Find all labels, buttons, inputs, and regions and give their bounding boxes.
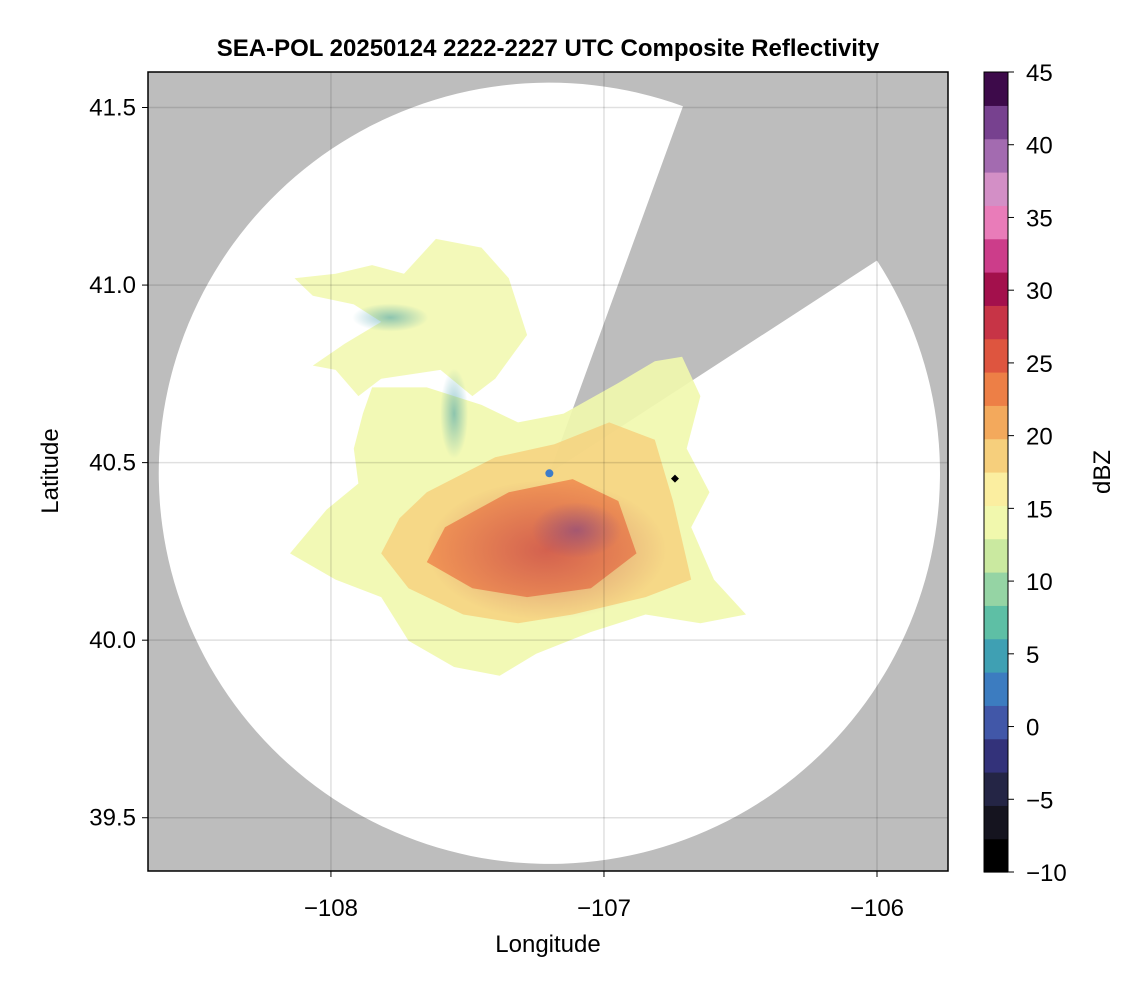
colorbar-swatch (984, 738, 1008, 773)
colorbar-frame (983, 71, 1009, 873)
colorbar-swatch (984, 605, 1008, 640)
colorbar-swatch (984, 372, 1008, 406)
colorbar-ticks: 45 40 35 30 25 20 15 10 5 0 −5 −10 (1008, 60, 1067, 887)
colorbar-tick-label: 0 (1026, 715, 1039, 742)
colorbar (984, 72, 1008, 873)
colorbar-tick-label: 20 (1026, 424, 1053, 451)
plot-area (148, 72, 948, 871)
reflectivity-echo (290, 238, 746, 676)
grid-lines (148, 72, 948, 871)
colorbar-swatch (984, 405, 1008, 440)
colorbar-swatch (984, 705, 1008, 740)
colorbar-swatch (984, 805, 1008, 840)
colorbar-tick-label: 40 (1026, 133, 1053, 160)
colorbar-swatch (984, 638, 1008, 673)
y-tick-label: 40.5 (89, 450, 136, 477)
colorbar-swatch (984, 538, 1008, 573)
colorbar-tick-label: 25 (1026, 351, 1053, 378)
y-axis-ticks: 39.5 40.0 40.5 41.0 41.5 (89, 95, 148, 832)
colorbar-tick-label: 35 (1026, 205, 1053, 232)
echo-max-core (531, 502, 622, 559)
colorbar-swatch (984, 572, 1008, 606)
colorbar-label: dBZ (1089, 450, 1116, 494)
colorbar-tick-label: 30 (1026, 278, 1053, 305)
colorbar-swatch (984, 505, 1008, 540)
reference-point-marker (670, 474, 679, 483)
y-tick-label: 41.5 (89, 95, 136, 122)
colorbar-swatch (984, 138, 1008, 173)
colorbar-swatch (984, 438, 1008, 473)
colorbar-swatch (984, 472, 1008, 506)
colorbar-swatch (984, 105, 1008, 140)
x-axis-label: Longitude (495, 931, 600, 958)
y-tick-label: 40.0 (89, 627, 136, 654)
colorbar-swatch (984, 72, 1008, 106)
echo-low-band-north (352, 303, 429, 332)
colorbar-swatch (984, 305, 1008, 340)
colorbar-swatch (984, 238, 1008, 273)
x-tick-label: −107 (577, 895, 631, 922)
radar-site-marker (545, 469, 554, 478)
colorbar-swatch (984, 838, 1008, 873)
colorbar-tick-label: 45 (1026, 60, 1053, 87)
colorbar-swatch (984, 272, 1008, 306)
x-axis-ticks: −108 −107 −106 (304, 871, 904, 922)
chart-title: SEA-POL 20250124 2222-2227 UTC Composite… (217, 35, 880, 62)
colorbar-swatch (984, 672, 1008, 706)
echo-low-band-west (440, 368, 469, 459)
colorbar-tick-label: 10 (1026, 569, 1053, 596)
colorbar-swatch (984, 338, 1008, 373)
colorbar-tick-label: 15 (1026, 496, 1053, 523)
colorbar-swatch (984, 772, 1008, 806)
x-tick-label: −108 (304, 895, 358, 922)
colorbar-tick-label: 5 (1026, 642, 1039, 669)
colorbar-tick-label: −10 (1026, 860, 1067, 887)
colorbar-swatch (984, 172, 1008, 206)
plot-frame (147, 71, 949, 872)
x-tick-label: −106 (850, 895, 904, 922)
colorbar-swatch (984, 205, 1008, 240)
colorbar-tick-label: −5 (1026, 787, 1053, 814)
y-axis-label: Latitude (37, 428, 64, 513)
y-tick-label: 41.0 (89, 272, 136, 299)
y-tick-label: 39.5 (89, 805, 136, 832)
